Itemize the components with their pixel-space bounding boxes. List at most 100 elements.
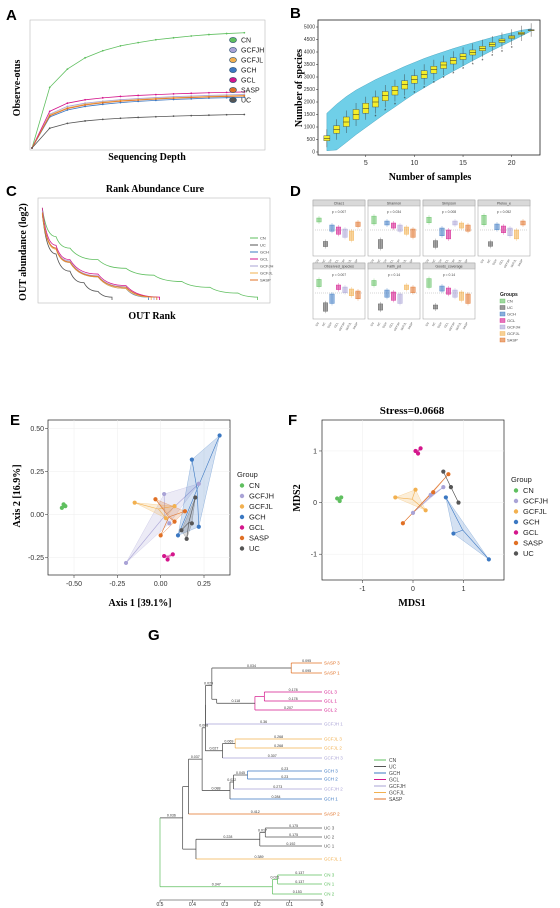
panel-a-point-gcl: [66, 102, 69, 105]
panel-a-point-gch: [66, 109, 69, 111]
panel-d-legend-swatch-cn: [499, 298, 506, 304]
panel-a-point-sasp: [243, 95, 246, 97]
panel-f-xtick-label: 1: [462, 586, 466, 593]
panel-g-branch-label: 0.36: [260, 720, 267, 724]
panel-d-legend-swatch-gcfjl: [499, 331, 506, 336]
panel-d-xtick-label: UC: [431, 259, 436, 265]
panel-g-xtick-label: 0.4: [189, 902, 196, 908]
panel-g-leaf-gcl-1: GCL 1: [324, 699, 337, 704]
panel-f-point-gcfjh: [441, 484, 446, 490]
panel-a-legend-swatch-cn: [229, 37, 237, 43]
panel-g-leaf-sasp-1: SASP 1: [324, 671, 340, 676]
panel-a-legend-swatch-sasp: [229, 87, 237, 93]
panel-f-spoke-gch: [462, 529, 490, 560]
panel-d-xtick-label: UC: [486, 259, 491, 265]
panel-c-frame: [37, 197, 271, 304]
panel-d-xtick-label: GCFJL: [454, 321, 462, 331]
panel-g-branch-label: 0.23: [281, 767, 288, 771]
panel-a-legend-swatch-gcl: [229, 77, 237, 83]
panel-a-legend: CN GCFJH GCFJL GCH GCL SASP UC: [229, 37, 264, 104]
panel-b-ytick-label: 1000: [304, 125, 315, 131]
panel-a-point-gch: [243, 96, 246, 99]
panel-a-point-sasp: [190, 96, 193, 99]
panel-g-leaf-cn-2: CN 2: [324, 892, 335, 897]
panel-c-line-gcfjl: [41, 213, 152, 300]
panel-f-legend-label-cn: CN: [523, 486, 534, 495]
panel-f-spoke-gcfjl: [395, 497, 413, 500]
panel-d-xtick-label: GCL: [333, 258, 340, 265]
panel-f-legend-label-gcfjl: GCFJL: [523, 507, 547, 516]
panel-b-outlier: *: [423, 86, 425, 92]
panel-g-branch-label: 0.268: [274, 735, 283, 739]
panel-f-legend-label-gcfjh: GCFJH: [523, 497, 548, 506]
panel-f-point-uc: [456, 500, 461, 505]
panel-e-ytick-label: -0.25: [28, 555, 44, 562]
panel-f-legend-swatch-gch: [513, 519, 519, 525]
panel-g-leaf-gch-3: GCH 3: [324, 769, 338, 774]
panel-b-xtick-label: 20: [508, 160, 516, 167]
panel-g-branch-label: 0.036: [167, 814, 176, 818]
panel-e-spoke-sasp: [160, 516, 170, 536]
panel-e-xtick-label: -0.50: [66, 581, 82, 588]
panel-d-pvalue: p = 0.007: [332, 210, 346, 214]
panel-d-legend-swatch-sasp: [499, 337, 506, 343]
panel-f-legend-swatch-sasp: [513, 540, 519, 546]
panel-d-facet-title: Goods_coverage: [435, 265, 462, 269]
panel-c-label: C: [6, 183, 17, 200]
panel-b-outlier: *: [472, 63, 474, 69]
panel-a-point-gch: [225, 96, 228, 99]
panel-e-label: E: [10, 412, 20, 429]
panel-g-xtick-label: 0.5: [157, 902, 164, 908]
panel-e-legend-label-gch: GCH: [249, 513, 266, 522]
panel-e-point-gcfjh: [123, 560, 129, 566]
panel-d-facet-title: Shannon: [387, 202, 401, 206]
panel-d-legend-label-uc: UC: [507, 305, 513, 310]
panel-f-legend-swatch-uc: [513, 551, 519, 556]
panel-f-point-uc: [448, 484, 454, 490]
panel-g-leaf-cn-1: CN 1: [324, 882, 335, 887]
panel-g-xtick-label: 0.2: [254, 902, 261, 908]
panel-f-legend-label-sasp: SASP: [523, 539, 543, 548]
panel-b-ytick-label: 4000: [304, 50, 315, 56]
panel-g-branch-label: 0.192: [286, 842, 295, 846]
panel-a-line-uc: [31, 114, 245, 149]
panel-g-leaf-gcl-3: GCL 3: [324, 690, 337, 695]
panel-d-legend-swatch-gcfjh: [499, 324, 506, 330]
panel-g-leaf-gcfjl-1: GCFJL 1: [324, 857, 342, 862]
panel-e-legend-label-sasp: SASP: [249, 534, 269, 543]
panel-f-legend-label-uc: UC: [523, 549, 534, 558]
panel-f-point-cn: [339, 495, 344, 500]
panel-e-point-gcfjl: [132, 500, 137, 505]
panel-b-outlier: *: [443, 76, 445, 82]
panel-d-legend-swatch-gch: [499, 311, 506, 317]
panel-f-legend-title: Group: [511, 475, 532, 484]
panel-a-point-gcl: [84, 98, 86, 101]
panel-f-spoke-sasp: [402, 496, 429, 524]
panel-d-facet-title: Faith_pd: [387, 265, 401, 269]
panel-e-legend-label-gcfjl: GCFJL: [249, 502, 273, 511]
panel-f-legend-swatch-gcfjl: [513, 509, 519, 514]
panel-c-legend-label-uc: UC: [260, 243, 266, 248]
panel-a-legend-label-sasp: SASP: [241, 87, 260, 94]
panel-g-legend-label-gcfjh: GCFJH: [389, 784, 406, 790]
panel-d-xtick-label: SASP: [462, 258, 469, 267]
panel-f-legend-label-gcl: GCL: [523, 528, 538, 537]
panel-e-xlabel: Axis 1 [39.1%]: [108, 598, 171, 609]
panel-g-leaf-uc-2: UC 2: [324, 835, 335, 840]
panel-e-point-sasp: [153, 497, 158, 502]
panel-e-point-gcfjh: [196, 481, 201, 486]
panel-b-ytick-label: 1500: [304, 112, 315, 118]
panel-a-point-uc: [190, 114, 193, 117]
panel-f-point-cn: [335, 496, 340, 501]
panel-d-label: D: [290, 183, 301, 200]
panel-a-point-sasp: [154, 98, 157, 101]
panel-d-xtick-label: GCFJL: [509, 258, 517, 268]
panel-e-point-cn: [63, 504, 68, 509]
panel-f-point-gcl: [413, 448, 418, 454]
panel-a-point-cn: [190, 35, 193, 37]
panel-d-xtick-label: CN: [314, 259, 319, 265]
panel-e-spoke-gch: [191, 459, 198, 490]
panel-g-branch-label: 0.178: [289, 697, 298, 701]
panel-g-branch-label: 0.029: [204, 681, 213, 685]
